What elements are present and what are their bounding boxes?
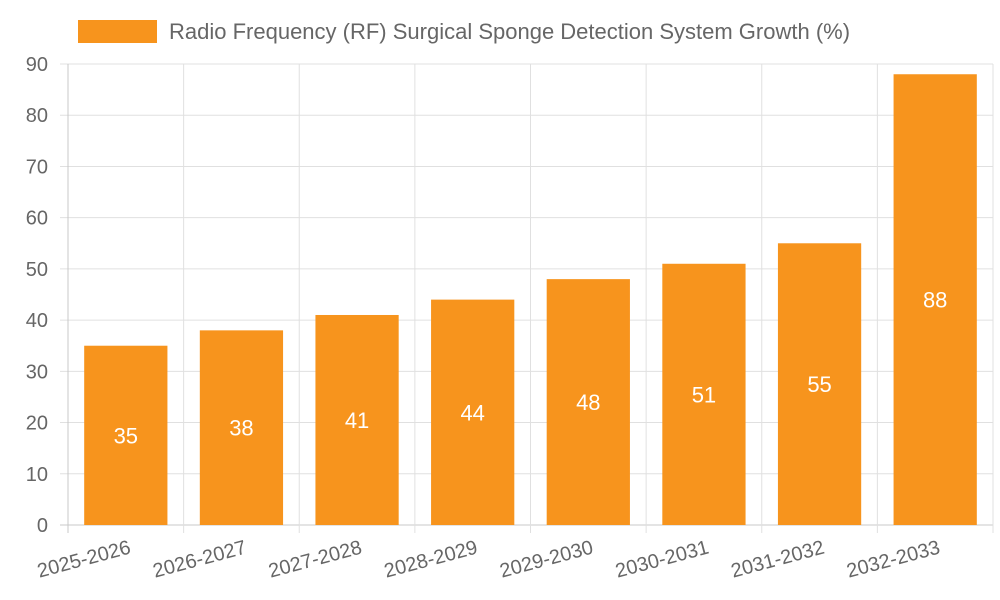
y-tick-label: 60 xyxy=(26,208,48,230)
x-tick-label: 2028-2029 xyxy=(382,537,480,583)
bar-value-label: 41 xyxy=(345,408,369,433)
x-tick-label: 2032-2033 xyxy=(844,537,942,583)
y-tick-label: 30 xyxy=(26,361,48,383)
y-tick-label: 80 xyxy=(26,105,48,127)
bar-value-label: 35 xyxy=(114,423,138,448)
x-tick-label: 2025-2026 xyxy=(35,537,133,583)
data-labels: 35 38 41 44 48 51 55 88 xyxy=(114,288,948,449)
x-tick-label: 2026-2027 xyxy=(151,537,249,583)
bar-value-label: 44 xyxy=(460,400,484,425)
x-tick-label: 2030-2031 xyxy=(613,537,711,583)
bar[interactable] xyxy=(431,299,515,525)
bar-value-label: 48 xyxy=(576,390,600,415)
legend[interactable]: Radio Frequency (RF) Surgical Sponge Det… xyxy=(78,19,850,44)
bars xyxy=(84,74,977,525)
bar[interactable] xyxy=(84,345,168,525)
x-tick-label: 2029-2030 xyxy=(498,537,596,583)
bar-value-label: 88 xyxy=(923,288,947,313)
bar[interactable] xyxy=(662,263,746,525)
x-tick-label: 2027-2028 xyxy=(266,537,364,583)
bar-value-label: 55 xyxy=(807,372,831,397)
legend-label: Radio Frequency (RF) Surgical Sponge Det… xyxy=(169,19,850,44)
y-tick-label: 70 xyxy=(26,156,48,178)
bar-value-label: 38 xyxy=(229,416,253,441)
bar-value-label: 51 xyxy=(692,382,716,407)
legend-swatch xyxy=(78,20,157,43)
y-tick-label: 20 xyxy=(26,413,48,435)
bar[interactable] xyxy=(777,243,862,525)
y-tick-label: 90 xyxy=(26,54,48,76)
y-tick-label: 0 xyxy=(37,515,48,537)
y-tick-label: 10 xyxy=(26,464,48,486)
y-tick-label: 40 xyxy=(26,310,48,332)
x-tick-label: 2031-2032 xyxy=(729,537,827,583)
y-tick-label: 50 xyxy=(26,259,48,281)
bar[interactable] xyxy=(893,74,977,525)
bar[interactable] xyxy=(199,330,284,525)
gridlines xyxy=(60,63,994,533)
bar[interactable] xyxy=(315,314,399,525)
bar[interactable] xyxy=(546,279,630,525)
